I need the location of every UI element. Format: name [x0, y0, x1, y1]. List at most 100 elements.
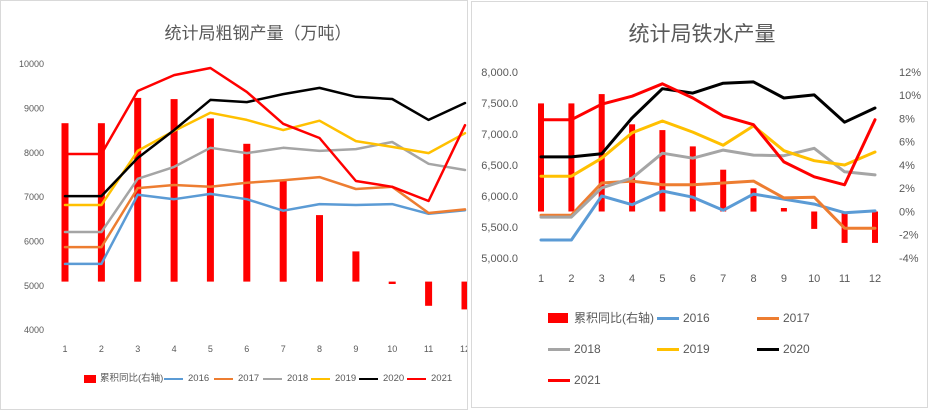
legend-label: 2017	[783, 311, 810, 325]
hot-metal-chart-panel: 统计局铁水产量 5,000.0 5,500.0 6,000.0 6,500.0 7,000…	[471, 1, 928, 408]
legend-swatch-line	[548, 347, 570, 351]
y-axis-tick-label: 5000	[24, 281, 44, 291]
series-line-2020	[63, 86, 467, 198]
series-line-2017	[63, 175, 467, 249]
series-line-2019	[63, 111, 467, 207]
legend-label: 2020	[383, 373, 405, 384]
x-axis-tick-label: 7	[720, 273, 726, 285]
legend-label: 2016	[683, 311, 710, 325]
y-axis-tick-label: 5,500.0	[481, 222, 518, 234]
legend-swatch-line	[548, 378, 570, 382]
legend-swatch-line	[757, 347, 779, 351]
x-axis-tick-label: 2	[99, 344, 104, 354]
cumulative-yoy-bar	[629, 124, 636, 212]
y-axis-tick-label: 8,000.0	[481, 67, 518, 79]
x-axis-tick-label: 8	[317, 344, 322, 354]
legend-label: 2018	[287, 373, 309, 384]
x-axis-tick-label: 12	[460, 344, 467, 354]
legend-label: 2021	[431, 373, 453, 384]
y-axis-tick-label: 7,500.0	[481, 98, 518, 110]
crude-steel-chart-panel: 统计局粗钢产量（万吨） 4000 5000 6000 7000 8000 9000 10000…	[0, 0, 468, 410]
legend-item-2016: 2016	[657, 311, 710, 325]
chart-title: 统计局铁水产量	[629, 23, 776, 46]
cumulative-yoy-bar	[425, 281, 433, 306]
series-line-2017	[539, 179, 877, 230]
legend-item-2021: 2021	[548, 373, 601, 387]
cumulative-yoy-bar	[780, 208, 787, 212]
y-axis-tick-label: 4000	[24, 325, 44, 335]
cumulative-yoy-bar	[689, 146, 696, 212]
x-axis-tick-label: 9	[781, 273, 787, 285]
x-axis-tick-label: 11	[424, 344, 433, 354]
series-line-2018	[539, 146, 877, 219]
cumulative-yoy-bar	[206, 118, 214, 282]
legend-swatch-box	[84, 375, 96, 383]
cumulative-yoy-bar	[811, 211, 818, 229]
x-axis-tick-label: 2	[568, 273, 574, 285]
cumulative-yoy-bar	[659, 130, 666, 212]
series-line-2021	[63, 66, 467, 203]
x-axis-tick-label: 6	[244, 344, 249, 354]
series-line-2016	[539, 189, 877, 242]
cumulative-yoy-bar	[352, 251, 360, 282]
legend-item-2020: 2020	[757, 342, 810, 356]
x-axis-tick-label: 8	[750, 273, 756, 285]
hot-metal-chart: 统计局铁水产量 5,000.0 5,500.0 6,000.0 6,500.0 7,000…	[481, 23, 921, 285]
x-axis-tick-label: 6	[690, 273, 696, 285]
x-axis-tick-label: 5	[208, 344, 213, 354]
cumulative-yoy-bar	[316, 215, 323, 282]
legend-item-2019: 2019	[657, 342, 710, 356]
legend-item-cumulative-yoy: 累积同比(右轴)	[84, 372, 163, 386]
legend-item-2019: 2019	[311, 372, 356, 386]
legend-label: 累积同比(右轴)	[574, 311, 654, 325]
legend-swatch-box	[548, 313, 568, 323]
legend-swatch-line	[757, 316, 779, 320]
y2-axis-tick-label: 2%	[899, 183, 915, 195]
legend-label: 2020	[783, 342, 810, 356]
y2-axis-tick-label: -4%	[899, 253, 919, 265]
y-axis-tick-label: 7,000.0	[481, 129, 518, 141]
legend-swatch-line	[164, 377, 183, 381]
legend-label: 2019	[683, 342, 710, 356]
legend-swatch-line	[359, 377, 378, 381]
legend-item-2016: 2016	[164, 372, 209, 386]
cumulative-yoy-bar	[388, 281, 396, 284]
legend-swatch-line	[311, 377, 330, 381]
legend-item-2018: 2018	[263, 372, 308, 386]
x-axis-tick-label: 3	[599, 273, 605, 285]
legend-swatch-line	[214, 377, 233, 381]
cumulative-yoy-bar	[750, 188, 757, 212]
legend-item-2017: 2017	[757, 311, 810, 325]
series-line-2021	[539, 82, 877, 187]
x-axis-tick-label: 11	[839, 273, 850, 285]
crude-steel-chart: 统计局粗钢产量（万吨） 4000 5000 6000 7000 8000 9000 10000…	[19, 24, 467, 354]
legend-label: 2019	[335, 373, 357, 384]
legend-label: 2017	[238, 373, 260, 384]
x-axis-tick-label: 10	[808, 273, 820, 285]
y-axis-tick-label: 6,000.0	[481, 191, 518, 203]
x-axis-tick-label: 12	[869, 273, 881, 285]
x-axis-tick-label: 10	[387, 344, 397, 354]
series-line-2016	[63, 192, 467, 266]
y-axis-tick-label: 6000	[24, 236, 44, 246]
series-line-2019	[539, 119, 877, 178]
y2-axis-tick-label: -2%	[899, 230, 919, 242]
cumulative-yoy-bar	[279, 180, 287, 282]
legend-item-2018: 2018	[548, 342, 601, 356]
y2-axis-tick-label: 8%	[899, 113, 915, 125]
y-axis-tick-label: 5,000.0	[481, 253, 518, 265]
legend-item-2017: 2017	[214, 372, 259, 386]
y-axis-tick-label: 6,500.0	[481, 160, 518, 172]
y2-axis-tick-label: 0%	[899, 206, 915, 218]
x-axis-tick-label: 9	[353, 344, 358, 354]
y2-axis-tick-label: 4%	[899, 160, 915, 172]
y2-axis-tick-label: 10%	[899, 90, 921, 102]
chart-title: 统计局粗钢产量（万吨）	[165, 24, 352, 43]
cumulative-yoy-bar	[243, 143, 251, 282]
y2-axis-tick-label: 6%	[899, 137, 915, 149]
legend-label: 2018	[574, 342, 601, 356]
x-axis-tick-label: 4	[172, 344, 177, 354]
x-axis-tick-label: 3	[135, 344, 140, 354]
x-axis-tick-label: 1	[538, 273, 544, 285]
cumulative-yoy-bar	[61, 123, 69, 282]
